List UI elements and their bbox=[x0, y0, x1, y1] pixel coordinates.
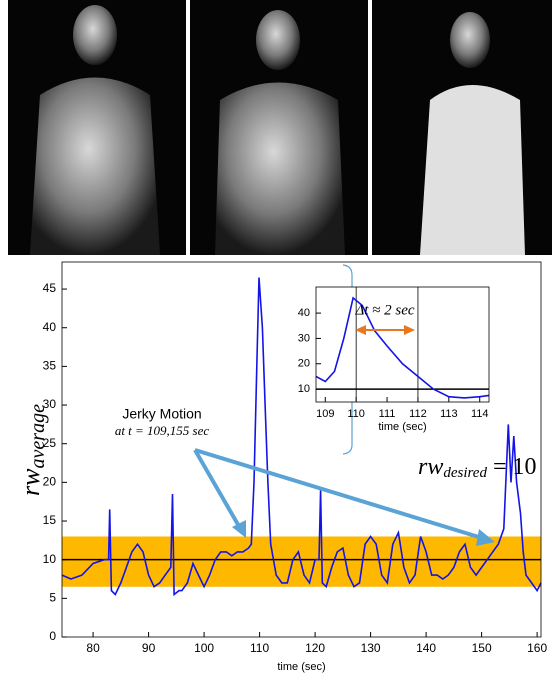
y-tick-label: 45 bbox=[43, 281, 57, 295]
photo-head bbox=[73, 5, 117, 65]
arrowhead bbox=[355, 325, 366, 335]
y-tick-label: 40 bbox=[43, 320, 57, 334]
annotation: Jerky Motion bbox=[122, 406, 201, 422]
x-tick-label: 100 bbox=[194, 641, 214, 655]
photo-body bbox=[420, 85, 525, 255]
y-tick-label: 30 bbox=[298, 332, 310, 344]
arrowhead bbox=[476, 529, 495, 546]
y-tick-label: 40 bbox=[298, 307, 310, 319]
arrow bbox=[193, 449, 242, 529]
x-tick-label: 140 bbox=[416, 641, 436, 655]
x-tick-label: 110 bbox=[250, 641, 269, 655]
x-tick-label: 130 bbox=[361, 641, 381, 655]
annotation: Δt ≈ 2 sec bbox=[354, 302, 414, 318]
y-tick-label: 15 bbox=[43, 513, 57, 527]
arrowhead bbox=[404, 325, 415, 335]
photo-body bbox=[215, 82, 345, 255]
x-tick-label: 114 bbox=[471, 408, 489, 420]
arrow bbox=[194, 448, 483, 540]
plot-area bbox=[316, 287, 489, 402]
y-axis-label: rwaverage bbox=[16, 404, 49, 496]
x-tick-label: 112 bbox=[409, 408, 427, 420]
y-tick-label: 10 bbox=[298, 383, 310, 395]
axes-box bbox=[315, 286, 490, 403]
y-tick-label: 30 bbox=[43, 397, 57, 411]
x-tick-label: 111 bbox=[379, 408, 396, 420]
x-tick-label: 160 bbox=[527, 641, 547, 655]
annotation: at t = 109,155 sec bbox=[115, 423, 210, 438]
x-tick-label: 150 bbox=[472, 641, 492, 655]
photo-body bbox=[30, 77, 160, 255]
x-tick-label: 110 bbox=[347, 408, 365, 420]
y-axis-label-main: rw bbox=[16, 468, 45, 496]
arrowhead bbox=[232, 520, 246, 538]
annotation-main: rw bbox=[418, 454, 443, 480]
photos bbox=[8, 0, 552, 255]
photo-head bbox=[450, 12, 490, 68]
annotation: rwdesired = 10 bbox=[418, 454, 537, 482]
photo-head bbox=[256, 10, 300, 70]
x-tick-label: 113 bbox=[440, 408, 458, 420]
x-axis-label: time (sec) bbox=[378, 421, 426, 433]
y-tick-label: 5 bbox=[49, 591, 56, 605]
series-line bbox=[61, 277, 542, 597]
series-line bbox=[315, 296, 490, 399]
y-tick-label: 10 bbox=[43, 552, 57, 566]
x-tick-label: 80 bbox=[86, 641, 100, 655]
x-tick-label: 120 bbox=[305, 641, 325, 655]
y-axis-label-sub: average bbox=[27, 404, 49, 469]
y-tick-label: 20 bbox=[298, 358, 310, 370]
annotation-rest: = 10 bbox=[487, 454, 537, 480]
x-axis-label: time (sec) bbox=[277, 661, 325, 673]
y-tick-label: 25 bbox=[43, 436, 57, 450]
y-tick-label: 0 bbox=[49, 629, 56, 643]
x-tick-label: 90 bbox=[142, 641, 156, 655]
y-tick-label: 20 bbox=[43, 475, 57, 489]
x-tick-label: 109 bbox=[316, 408, 334, 420]
y-tick-label: 35 bbox=[43, 359, 57, 373]
axes-box bbox=[61, 261, 542, 638]
annotation-sub: desired bbox=[443, 465, 487, 481]
